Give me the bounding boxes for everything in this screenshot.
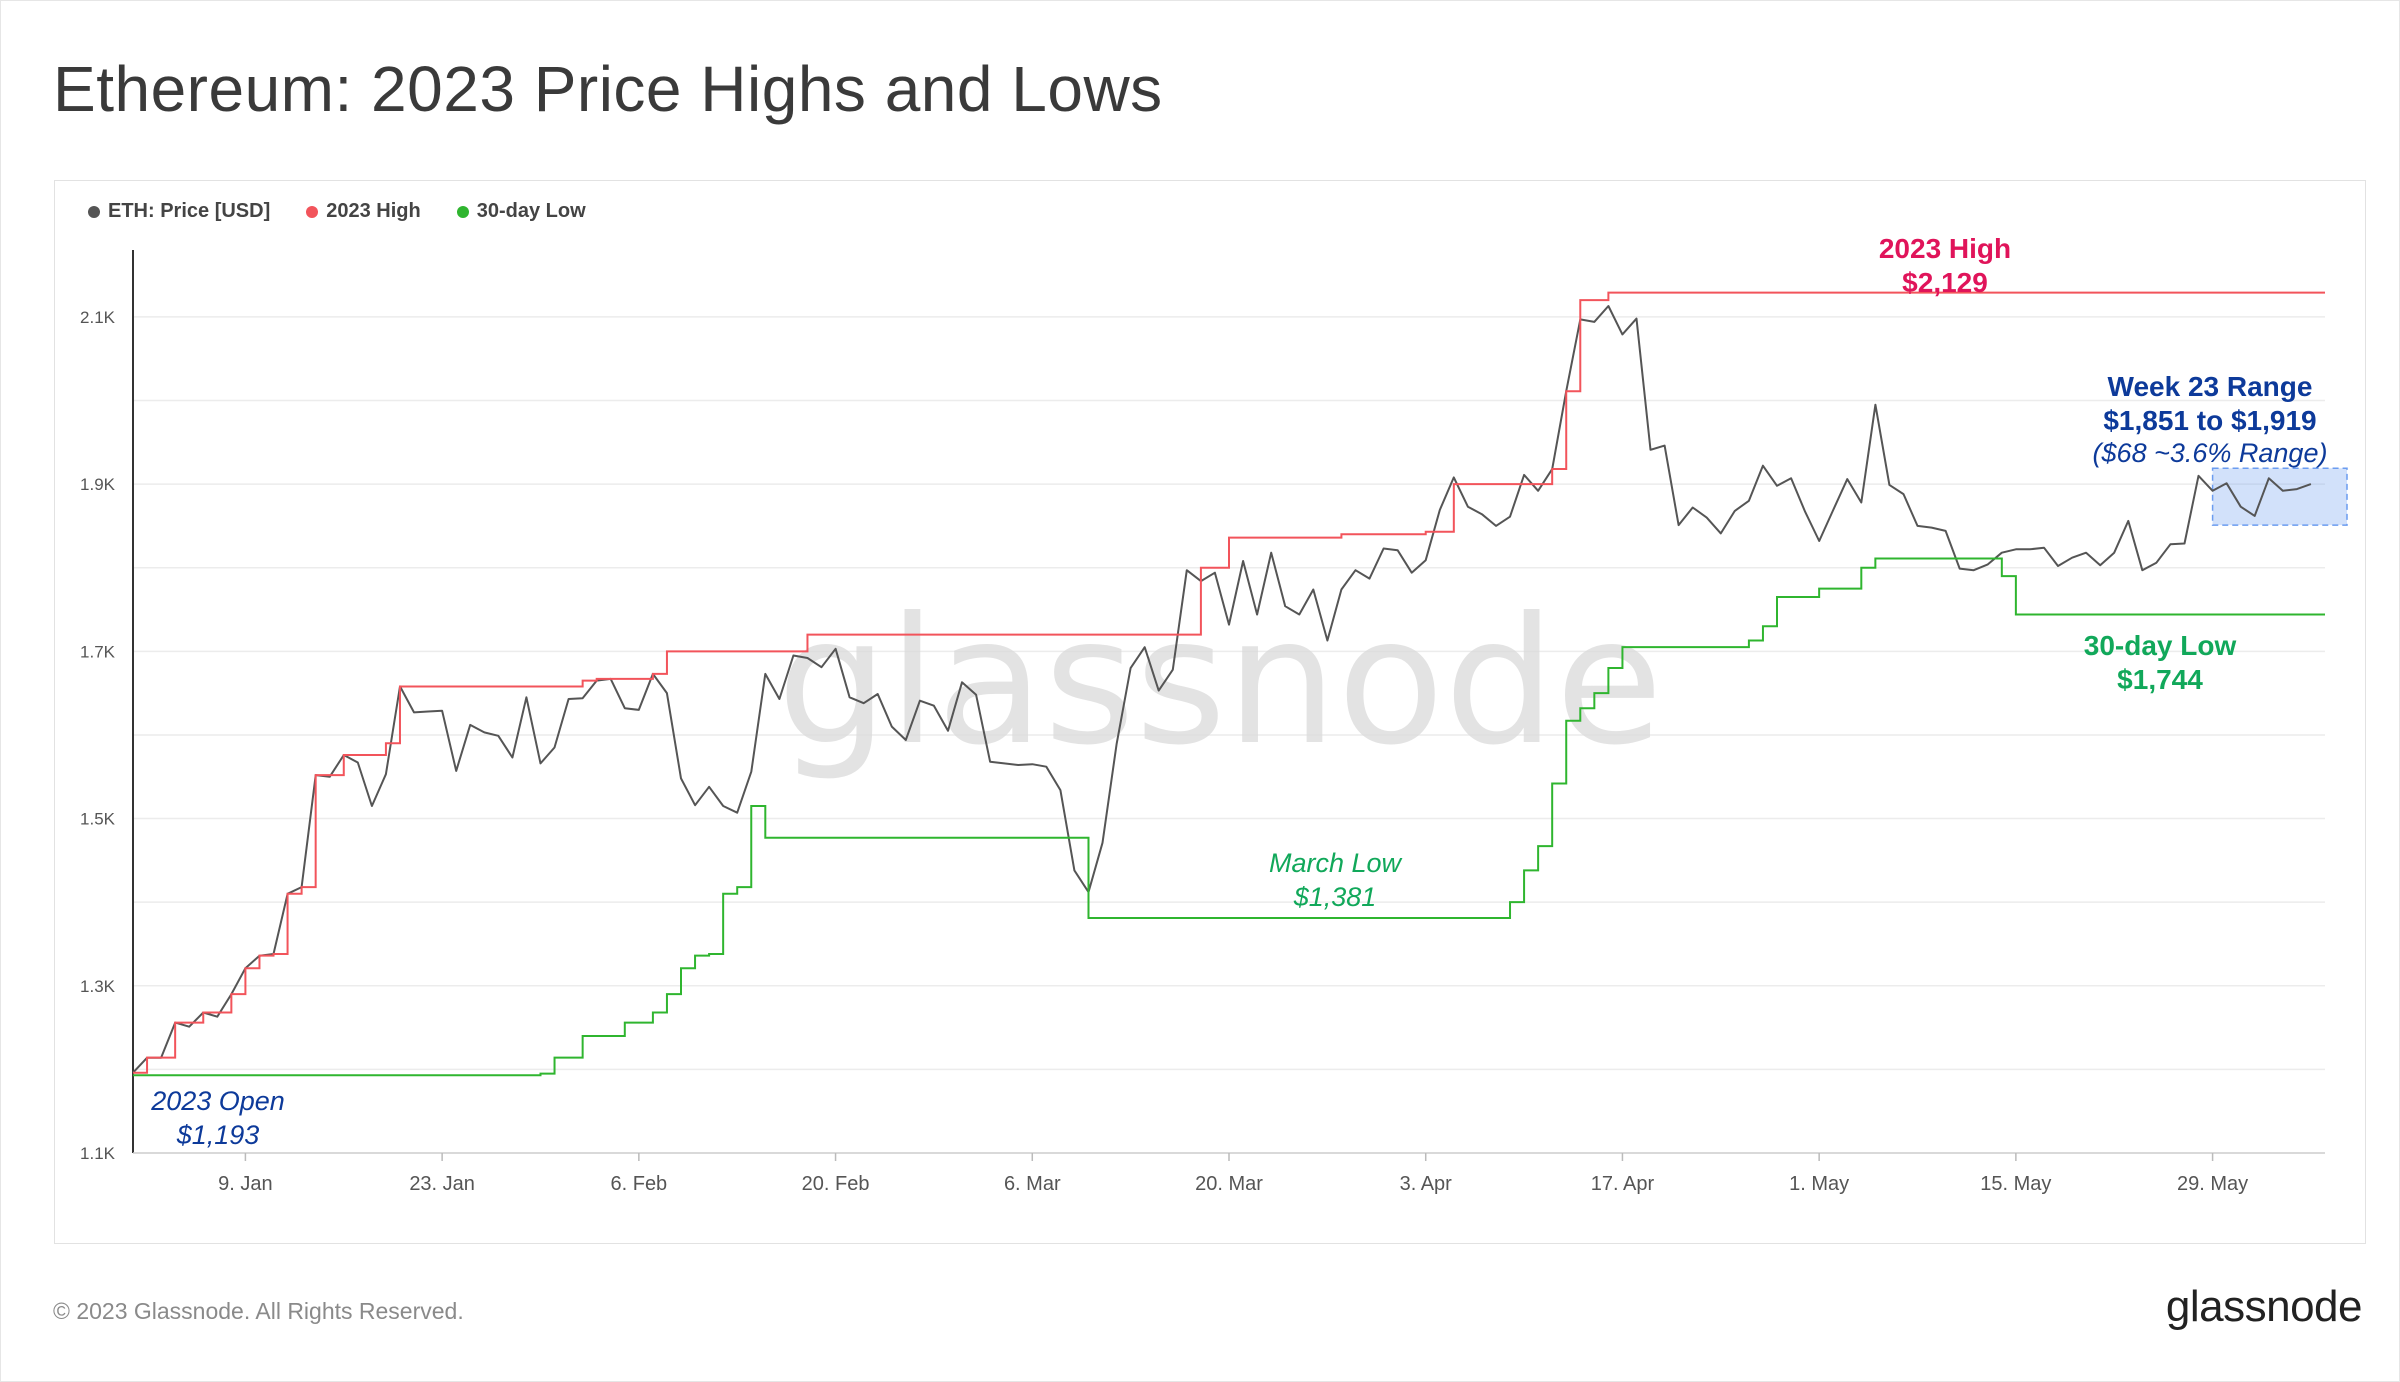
legend-item-2023-high[interactable]: 2023 High [306, 200, 421, 223]
annotation-week23: Week 23 Range [2108, 371, 2313, 402]
annotation-high: 2023 High [1879, 233, 2011, 264]
legend-item-price[interactable]: ETH: Price [USD] [88, 200, 270, 223]
x-tick-label: 15. May [1980, 1173, 2051, 1195]
annotation-week23-sub: ($68 ~3.6% Range) [2093, 438, 2328, 468]
x-tick-label: 9. Jan [218, 1173, 272, 1195]
legend-dot-price [88, 205, 100, 218]
legend-dot-30-day-low [456, 205, 469, 218]
watermark: glassnode [777, 581, 1663, 784]
x-tick-label: 6. Feb [610, 1173, 667, 1195]
annotation-week23: $1,851 to $1,919 [2103, 405, 2316, 436]
annotation-march: $1,381 [1293, 882, 1377, 912]
copyright-text: © 2023 Glassnode. All Rights Reserved. [53, 1298, 464, 1324]
annotation-open: 2023 Open [150, 1086, 285, 1116]
x-tick-label: 20. Mar [1195, 1173, 1263, 1195]
legend-label-price: ETH: Price [USD] [108, 200, 271, 222]
annotation-low30: $1,744 [2117, 664, 2203, 695]
legend-item-30-day-low[interactable]: 30-day Low [456, 200, 586, 223]
annotation-low30: 30-day Low [2084, 630, 2237, 661]
legend-label-30-day-low: 30-day Low [476, 200, 586, 222]
y-tick-label: 1.1K [80, 1144, 116, 1163]
annotation-high: $2,129 [1902, 267, 1988, 298]
legend-dot-2023-high [306, 205, 319, 218]
annotation-open: $1,193 [176, 1120, 260, 1150]
annotation-march: March Low [1269, 848, 1403, 878]
y-tick-label: 2.1K [80, 308, 116, 327]
series-line-2023-high [133, 291, 2325, 1074]
page-title: Ethereum: 2023 Price Highs and Lows [53, 53, 1163, 125]
x-tick-label: 23. Jan [409, 1173, 475, 1195]
chart-frame [54, 180, 2366, 1244]
y-tick-label: 1.7K [80, 642, 116, 661]
x-tick-label: 29. May [2177, 1173, 2248, 1195]
x-tick-label: 6. Mar [1004, 1173, 1061, 1195]
x-tick-label: 1. May [1789, 1173, 1849, 1195]
week23-range-box [2211, 467, 2348, 526]
x-tick-label: 17. Apr [1591, 1173, 1655, 1195]
glassnode-logo[interactable]: glassnode [2165, 1282, 2363, 1331]
x-tick-label: 20. Feb [802, 1173, 870, 1195]
series-line-eth-price [132, 305, 2312, 1074]
y-tick-label: 1.9K [80, 475, 116, 494]
series-line-30-day-low [133, 557, 2325, 1077]
x-tick-label: 3. Apr [1400, 1173, 1453, 1195]
y-tick-label: 1.3K [80, 977, 116, 996]
y-tick-label: 1.5K [80, 810, 116, 829]
chart-legend: ETH: Price [USD] 2023 High 30-day Low [88, 200, 586, 223]
legend-label-2023-high: 2023 High [326, 200, 421, 222]
